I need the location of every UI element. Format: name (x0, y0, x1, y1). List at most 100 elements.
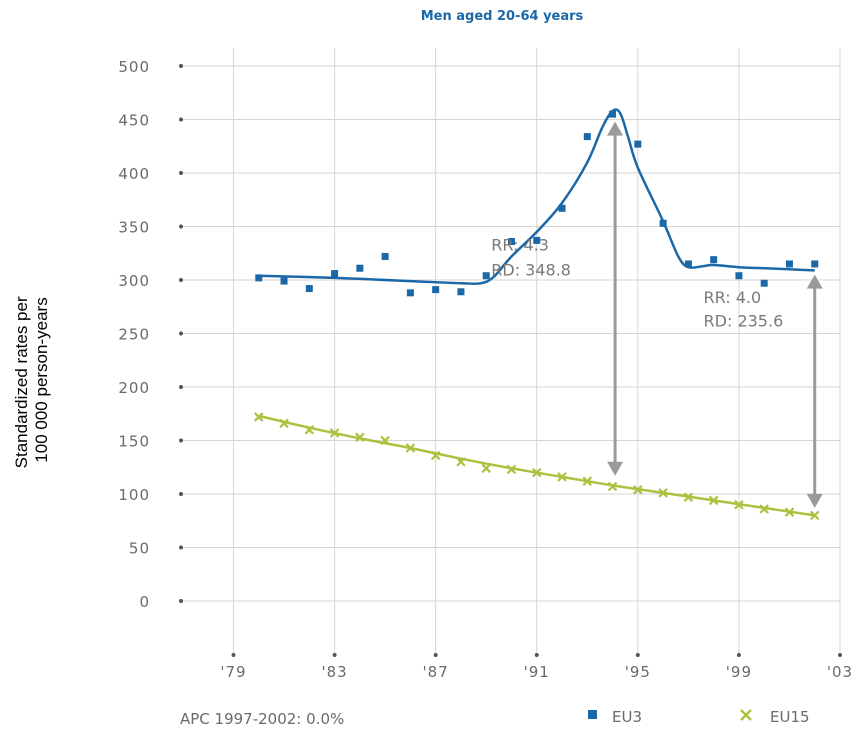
eu15-point-stroke-b (759, 504, 769, 514)
eu3-point-1980 (255, 274, 263, 282)
eu15-point-stroke-b (304, 425, 315, 435)
y-tick-label-200: 200 (118, 379, 150, 397)
eu15-point-stroke-b (506, 464, 517, 475)
y-tick-dot-50 (179, 545, 183, 550)
legend-eu3-marker (588, 710, 597, 719)
eu3-point-1982 (305, 285, 313, 293)
y-axis: 0 50 100 150 200 250 300 350 400 450 500 (118, 58, 183, 611)
legend-eu15-marker (740, 709, 752, 721)
eu3-point-1998 (710, 256, 718, 264)
eu3-point-1985 (381, 252, 389, 260)
x-tick-label-1995: '95 (625, 663, 651, 681)
y-tick-dot-0 (179, 599, 183, 603)
x-tick-label-2003: '03 (827, 663, 853, 681)
eu15-point-1995 (633, 484, 643, 495)
legend-eu15-label: EU15 (770, 708, 810, 726)
eu15-point-stroke-b (279, 418, 289, 429)
annotation-arrow-head-bottom (607, 461, 624, 476)
eu3-point-1991 (533, 236, 541, 244)
x-axis: '79 '83 '87 '91 '95 '99 '03 (220, 653, 853, 681)
y-tick-dot-150 (179, 438, 183, 443)
eu15-point-1986 (405, 443, 416, 453)
data-points (253, 110, 820, 521)
eu15-point-1999 (734, 499, 744, 510)
eu15-point-stroke-b (734, 499, 744, 510)
y-tick-label-500: 500 (118, 58, 150, 76)
legend-eu15-stroke-b (740, 709, 752, 721)
eu15-point-stroke-b (329, 428, 340, 438)
annotation-arrow-head-bottom (806, 493, 823, 508)
x-tick-label-1991: '91 (524, 663, 550, 681)
eu15-point-stroke-b (531, 467, 542, 478)
y-tick-dot-200 (179, 385, 183, 389)
y-tick-dot-400 (179, 171, 183, 175)
x-tick-label-1979: '79 (220, 663, 246, 681)
x-tick-dot-1979 (231, 653, 236, 657)
chart-title: Men aged 20-64 years (421, 9, 584, 24)
eu15-point-1993 (582, 476, 593, 486)
legend: EU3 EU15 (588, 708, 810, 726)
eu15-point-stroke-b (582, 476, 593, 486)
eu3-point-2002 (811, 260, 819, 268)
eu15-point-2001 (784, 507, 795, 517)
y-axis-label-line-2: 100 000 person-years (32, 297, 51, 462)
eu3-point-1984 (356, 264, 364, 272)
annotation-1-line-1: RR: 4.3 (491, 236, 549, 255)
annotation-arrow-head-top (806, 274, 823, 289)
eu15-point-stroke-b (253, 412, 264, 422)
y-tick-label-450: 450 (118, 112, 150, 130)
eu15-point-stroke-b (557, 472, 567, 482)
eu15-point-2002 (809, 510, 820, 521)
eu15-point-stroke-b (405, 443, 416, 453)
eu15-point-stroke-b (683, 492, 694, 502)
eu15-point-stroke-b (380, 435, 390, 446)
eu3-point-1990 (507, 237, 515, 245)
eu15-point-1990 (506, 464, 517, 475)
eu15-point-stroke-b (607, 481, 618, 492)
eu3-point-1987 (432, 286, 440, 294)
eu3-point-1994 (609, 110, 617, 118)
eu15-point-1991 (531, 467, 542, 478)
eu15-point-1994 (607, 481, 618, 492)
eu15-point-1997 (683, 492, 694, 502)
footnote: APC 1997-2002: 0.0% (180, 710, 344, 728)
x-tick-dot-1991 (534, 653, 539, 657)
y-axis-label-line-1: Standardized rates per (12, 296, 31, 468)
eu3-point-1989 (482, 272, 490, 280)
x-tick-label-1999: '99 (726, 663, 752, 681)
eu15-point-2000 (759, 504, 769, 514)
eu3-fit-line (258, 108, 815, 286)
eu15-point-stroke-b (658, 488, 668, 498)
y-tick-dot-350 (179, 224, 183, 229)
eu15-point-1989 (481, 463, 491, 474)
x-tick-label-1987: '87 (423, 663, 449, 681)
eu15-point-1980 (253, 412, 264, 422)
y-tick-dot-300 (179, 278, 183, 282)
y-tick-label-50: 50 (129, 540, 150, 558)
y-tick-label-150: 150 (118, 433, 150, 451)
y-tick-dot-500 (179, 64, 183, 68)
eu3-point-1981 (280, 277, 288, 285)
y-tick-dot-450 (179, 117, 183, 122)
y-tick-label-100: 100 (118, 486, 150, 504)
eu15-point-stroke-b (456, 457, 466, 467)
eu15-point-1992 (557, 472, 567, 482)
eu15-point-1984 (355, 432, 365, 443)
eu3-point-2000 (760, 279, 768, 287)
eu15-point-stroke-b (784, 507, 795, 517)
eu3-point-1983 (331, 270, 339, 278)
x-tick-dot-1999 (736, 653, 741, 657)
eu3-point-1999 (735, 272, 743, 280)
y-tick-label-0: 0 (139, 593, 150, 611)
grid (180, 48, 841, 655)
eu15-point-1981 (279, 418, 289, 429)
eu15-point-1996 (658, 488, 668, 498)
annotation-1-line-2: RD: 348.8 (491, 260, 571, 279)
eu3-point-1992 (558, 204, 566, 212)
eu3-point-1997 (684, 260, 692, 268)
eu15-point-stroke-b (355, 432, 365, 443)
eu15-point-1987 (430, 450, 441, 461)
annotation-2-line-2: RD: 235.6 (704, 312, 784, 331)
y-tick-label-350: 350 (118, 219, 150, 237)
y-tick-dot-100 (179, 492, 183, 496)
